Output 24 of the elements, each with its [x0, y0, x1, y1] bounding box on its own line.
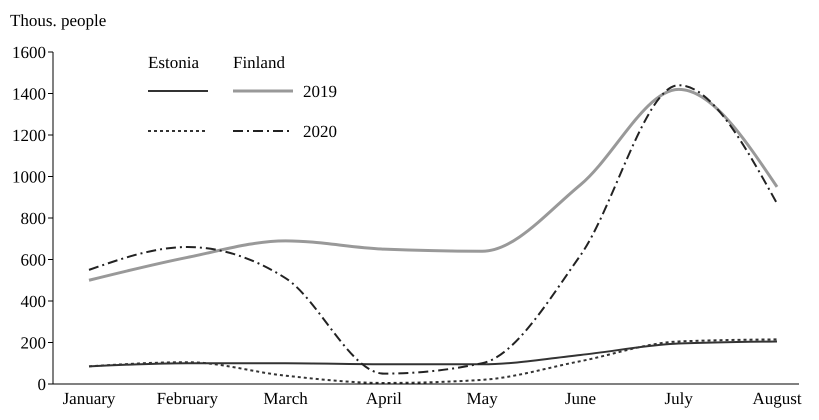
- y-tick-label: 1400: [12, 84, 46, 104]
- line-series: [88, 88, 778, 282]
- y-tick-label: 200: [20, 334, 46, 353]
- legend-label: 2019: [303, 82, 337, 101]
- x-tick-label: August: [752, 389, 802, 408]
- annotation: Finland: [233, 53, 286, 72]
- y-tick-label: 0: [38, 375, 46, 394]
- y-tick-label: 800: [20, 209, 46, 228]
- x-tick-label: May: [466, 389, 498, 408]
- x-tick-label: July: [664, 389, 694, 408]
- y-tick-label: 600: [20, 250, 46, 270]
- x-tick-label: March: [263, 389, 308, 408]
- x-tick-label: April: [366, 389, 402, 408]
- y-tick-label: 1000: [12, 168, 46, 187]
- legend-label: 2020: [303, 122, 337, 141]
- y-axis-title: Thous. people: [10, 11, 106, 30]
- annotation: Estonia: [148, 53, 200, 72]
- x-tick-label: February: [156, 389, 218, 408]
- y-tick-label: 1200: [12, 126, 46, 146]
- x-tick-label: June: [564, 389, 596, 408]
- y-tick-label: 400: [20, 292, 46, 312]
- x-tick-label: January: [62, 389, 116, 408]
- y-tick-label: 1600: [12, 43, 46, 62]
- line-series: [88, 84, 778, 375]
